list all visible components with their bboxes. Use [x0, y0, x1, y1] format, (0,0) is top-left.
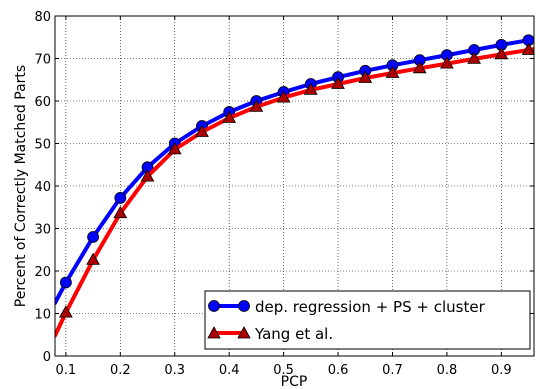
y-tick-label: 10: [34, 308, 51, 323]
legend-marker-series-1: [208, 300, 220, 312]
data-point-series-2: [59, 305, 73, 318]
y-tick-label: 40: [34, 180, 51, 195]
y-tick-label: 30: [34, 223, 51, 238]
y-tick-label: 80: [34, 10, 51, 25]
y-tick-label: 50: [34, 138, 51, 153]
legend-label-series-2: Yang et al.: [254, 325, 333, 343]
legend-marker-series-1-end: [238, 300, 250, 312]
data-point-series-2: [167, 142, 182, 155]
data-point-series-1: [114, 191, 127, 204]
x-tick-label: 0.3: [164, 363, 185, 378]
data-point-series-2: [467, 51, 481, 64]
legend-label-series-1: dep. regression + PS + cluster: [255, 298, 486, 316]
data-point-series-2: [249, 99, 264, 112]
legend-marker-series-2-end: [237, 326, 251, 339]
y-tick-label: 70: [34, 53, 51, 68]
data-point-series-2: [358, 70, 373, 83]
data-point-series-2: [521, 42, 534, 55]
data-point-series-1: [59, 276, 72, 289]
y-tick-label: 20: [34, 265, 51, 280]
data-point-series-2: [440, 56, 454, 69]
y-axis-title: Percent of Correctly Matched Parts: [13, 65, 29, 307]
data-point-series-2: [222, 110, 237, 123]
data-point-series-2: [195, 124, 209, 137]
x-tick-label: 0.9: [491, 363, 512, 378]
x-tick-label: 0.7: [382, 363, 403, 378]
data-point-series-2: [412, 60, 427, 74]
x-tick-label: 0.5: [273, 363, 294, 378]
legend-marker-series-2: [207, 326, 221, 339]
x-tick-label: 0.6: [328, 363, 349, 378]
x-tick-label: 0.4: [219, 363, 240, 378]
data-point-series-2: [140, 169, 155, 182]
x-tick-label: 0.8: [437, 363, 458, 378]
data-point-series-2: [86, 252, 100, 265]
x-tick-label: 0.1: [56, 363, 77, 378]
y-tick-label: 60: [34, 95, 51, 110]
series-layer: [55, 34, 534, 338]
legend-box: [204, 290, 531, 350]
axis-ticks: 0.1 0.2 0.3 0.4 0.5 0.6 0.7 0.8 0.9 0 10 20 30 40 50 60…: [34, 10, 534, 378]
y-tick-label: 0: [43, 350, 51, 365]
data-point-series-2: [303, 82, 318, 95]
x-axis-title: PCP: [281, 374, 308, 389]
data-point-series-2: [385, 65, 400, 78]
data-point-series-2: [113, 205, 128, 219]
data-point-series-2: [494, 46, 509, 60]
data-point-series-1: [87, 231, 100, 243]
data-point-series-2: [331, 76, 345, 89]
x-tick-label: 0.2: [110, 363, 131, 378]
data-point-series-2: [276, 90, 291, 103]
legend: dep. regression + PS + cluster Yang et a…: [204, 290, 531, 350]
